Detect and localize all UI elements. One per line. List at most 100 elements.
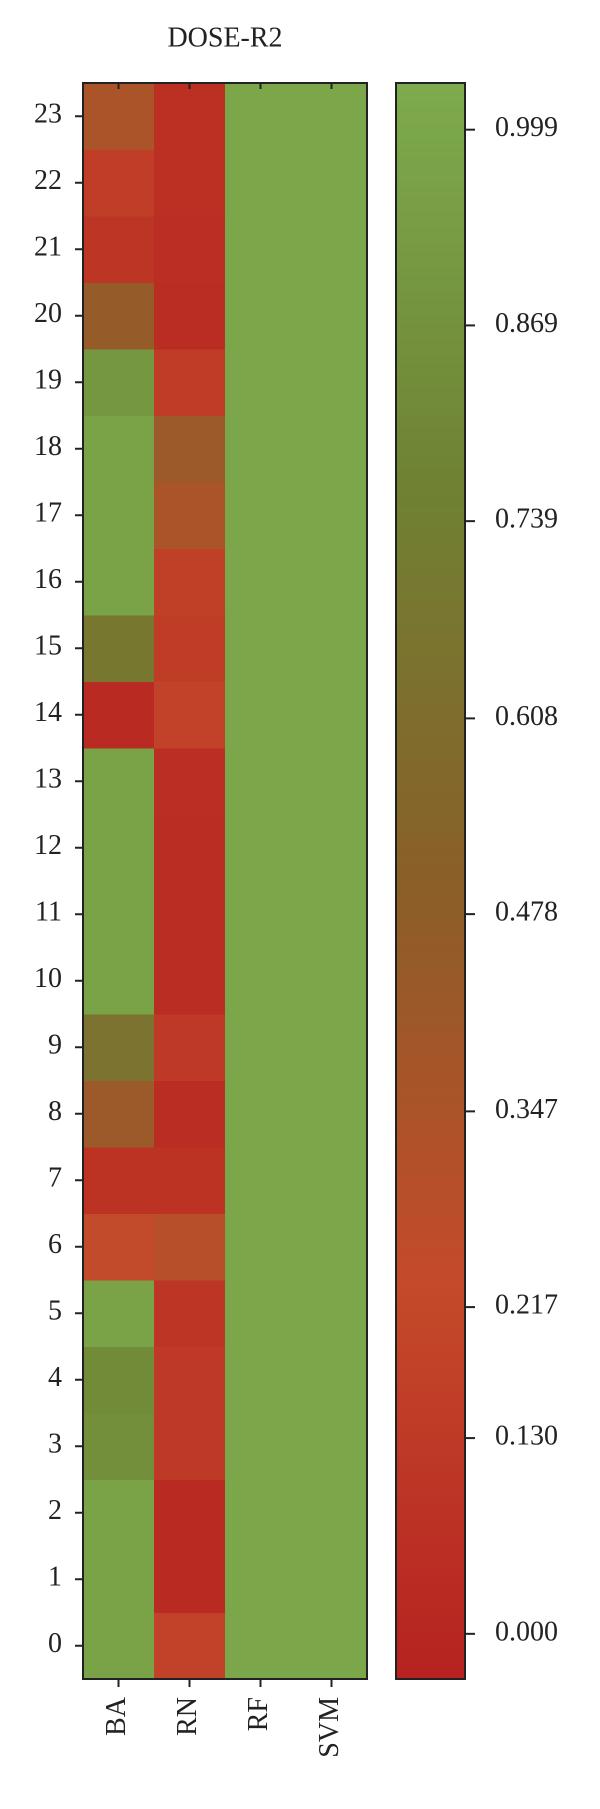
heatmap-cell (296, 615, 368, 682)
heatmap-cell (296, 1147, 368, 1214)
colorbar-segment (396, 1631, 465, 1640)
colorbar-segment (396, 1303, 465, 1313)
heatmap-cell (154, 1346, 226, 1414)
heatmap-cell (83, 548, 155, 616)
colorbar-segment (396, 1479, 465, 1489)
heatmap-cell (83, 216, 155, 283)
heatmap-cell (225, 1346, 297, 1414)
colorbar-segment (396, 218, 465, 228)
heatmap-cell (225, 548, 297, 616)
colorbar-segment (396, 1463, 465, 1473)
y-tick-label: 19 (34, 365, 62, 396)
colorbar-segment (396, 1663, 465, 1672)
colorbar-segment (396, 1583, 465, 1592)
colorbar-segment (396, 274, 465, 284)
colorbar-segment (396, 833, 465, 842)
colorbar-segment (396, 1160, 465, 1169)
colorbar-segment (396, 1639, 465, 1648)
colorbar-segment (396, 1527, 465, 1536)
colorbar-segment (396, 1280, 465, 1289)
heatmap-cell (225, 349, 297, 416)
colorbar-segment (396, 825, 465, 834)
colorbar-tick-label: 0.130 (495, 1421, 558, 1452)
heatmap-cell (83, 1546, 155, 1613)
colorbar-segment (396, 474, 465, 483)
colorbar-segment (396, 106, 465, 116)
heatmap-cell (296, 947, 368, 1015)
colorbar-segment (396, 330, 465, 339)
colorbar-segment (396, 1535, 465, 1544)
colorbar-segment (396, 1383, 465, 1393)
heatmap-cell (225, 83, 297, 150)
heatmap-cell (83, 1280, 155, 1347)
heatmap-cell (154, 947, 226, 1015)
colorbar-segment (396, 306, 465, 316)
colorbar-segment (396, 1615, 465, 1624)
heatmap-cell (296, 482, 368, 549)
heatmap-cell (225, 1080, 297, 1148)
heatmap-cell (296, 1014, 368, 1081)
colorbar-segment (396, 418, 465, 427)
colorbar-segment (396, 1096, 465, 1106)
colorbar-segment (396, 1599, 465, 1608)
heatmap-cell (154, 1014, 226, 1081)
y-tick-label: 5 (48, 1296, 62, 1327)
heatmap-cell (154, 1612, 226, 1680)
colorbar-segment (396, 186, 465, 196)
colorbar-segment (396, 1056, 465, 1066)
colorbar-segment (396, 1655, 465, 1664)
colorbar-segment (396, 1399, 465, 1409)
colorbar-segment (396, 817, 465, 826)
colorbar-segment (396, 976, 465, 986)
colorbar-segment (396, 90, 465, 100)
heatmap-cell (154, 681, 226, 749)
colorbar-segment (396, 1351, 465, 1361)
heatmap-cell (154, 149, 226, 217)
colorbar-segment (396, 1264, 465, 1273)
colorbar-segment (396, 1311, 465, 1321)
colorbar-segment (396, 529, 465, 539)
y-tick-label: 4 (48, 1362, 62, 1393)
heatmap-cell (154, 1413, 226, 1480)
colorbar-segment (396, 394, 465, 403)
colorbar-segment (396, 314, 465, 323)
colorbar-segment (396, 960, 465, 970)
colorbar-tick-label: 0.739 (495, 504, 558, 535)
colorbar-segment (396, 1431, 465, 1441)
colorbar-segment (396, 681, 465, 691)
colorbar-segment (396, 378, 465, 387)
colorbar-segment (396, 458, 465, 467)
colorbar-segment (396, 1295, 465, 1305)
colorbar-segment (396, 1128, 465, 1137)
colorbar-segment (396, 569, 465, 579)
y-tick-label: 7 (48, 1163, 62, 1194)
colorbar-segment (396, 593, 465, 603)
colorbar-segment (396, 1471, 465, 1481)
heatmap-cell (296, 814, 368, 882)
colorbar-segment (396, 1088, 465, 1098)
colorbar-segment (396, 857, 465, 866)
colorbar-segment (396, 1112, 465, 1121)
colorbar-segment (396, 1343, 465, 1353)
colorbar-segment (396, 841, 465, 850)
heatmap-cell (296, 216, 368, 283)
colorbar-segment (396, 83, 465, 92)
heatmap-cell (83, 814, 155, 882)
colorbar-segment (396, 1575, 465, 1584)
heatmap-cell (225, 1280, 297, 1347)
colorbar-segment (396, 1016, 465, 1026)
colorbar-segment (396, 729, 465, 738)
heatmap-cell (225, 1413, 297, 1480)
heatmap-cell (154, 1213, 226, 1281)
colorbar-segment (396, 553, 465, 563)
y-tick-label: 0 (48, 1628, 62, 1659)
colorbar-segment (396, 1623, 465, 1632)
heatmap-cell (83, 349, 155, 416)
colorbar-segment (396, 226, 465, 236)
colorbar-segment (396, 609, 465, 619)
heatmap-cell (154, 349, 226, 416)
colorbar-segment (396, 944, 465, 954)
colorbar-segment (396, 362, 465, 371)
heatmap-cell (83, 1612, 155, 1680)
